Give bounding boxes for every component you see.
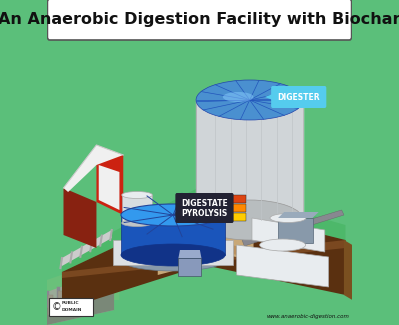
Polygon shape — [63, 188, 97, 248]
FancyBboxPatch shape — [176, 193, 233, 223]
Ellipse shape — [196, 80, 303, 120]
FancyBboxPatch shape — [271, 86, 326, 108]
Ellipse shape — [270, 214, 306, 223]
Ellipse shape — [122, 191, 152, 199]
Polygon shape — [62, 185, 346, 272]
Polygon shape — [47, 288, 114, 325]
FancyBboxPatch shape — [47, 0, 352, 40]
Polygon shape — [173, 194, 225, 215]
Polygon shape — [62, 205, 346, 310]
Bar — [79, 283, 83, 304]
Polygon shape — [47, 268, 114, 325]
Bar — [223, 195, 246, 203]
Polygon shape — [265, 94, 273, 100]
Polygon shape — [237, 245, 329, 287]
Ellipse shape — [121, 204, 225, 226]
Polygon shape — [97, 145, 123, 215]
Polygon shape — [47, 255, 119, 325]
Bar — [178, 258, 201, 276]
Text: PYROLYSIS: PYROLYSIS — [182, 210, 227, 218]
Bar — [69, 287, 73, 307]
Bar — [47, 300, 352, 325]
Text: An Anaerobic Digestion Facility with Biochar: An Anaerobic Digestion Facility with Bio… — [0, 12, 399, 27]
Text: DOMAIN: DOMAIN — [62, 308, 82, 312]
Bar — [196, 100, 303, 220]
Bar — [113, 240, 233, 265]
Bar — [48, 295, 53, 315]
Bar — [49, 298, 93, 316]
Ellipse shape — [196, 200, 303, 240]
Bar — [109, 272, 114, 292]
Polygon shape — [185, 238, 250, 258]
Ellipse shape — [122, 219, 152, 227]
Bar — [99, 276, 104, 296]
Ellipse shape — [260, 239, 306, 251]
Text: PUBLIC: PUBLIC — [62, 301, 79, 305]
Text: DIGESTER: DIGESTER — [277, 94, 320, 102]
Polygon shape — [252, 218, 325, 252]
Polygon shape — [344, 240, 352, 300]
Ellipse shape — [121, 244, 225, 266]
Polygon shape — [63, 145, 123, 192]
Text: ©: © — [52, 302, 62, 312]
Bar — [223, 213, 246, 221]
Bar — [278, 218, 312, 243]
Ellipse shape — [121, 249, 225, 271]
Polygon shape — [99, 165, 119, 210]
Text: www.anaerobic-digestion.com: www.anaerobic-digestion.com — [267, 314, 349, 319]
Polygon shape — [278, 212, 319, 218]
Polygon shape — [242, 210, 344, 246]
Bar — [58, 291, 63, 311]
Polygon shape — [158, 208, 253, 275]
Bar — [89, 280, 94, 300]
Polygon shape — [62, 240, 346, 278]
Polygon shape — [62, 230, 112, 266]
Bar — [122, 195, 152, 223]
Polygon shape — [178, 250, 201, 258]
Text: DIGESTATE: DIGESTATE — [181, 200, 228, 209]
Bar — [121, 215, 225, 255]
Ellipse shape — [223, 92, 253, 102]
Bar — [223, 204, 246, 212]
